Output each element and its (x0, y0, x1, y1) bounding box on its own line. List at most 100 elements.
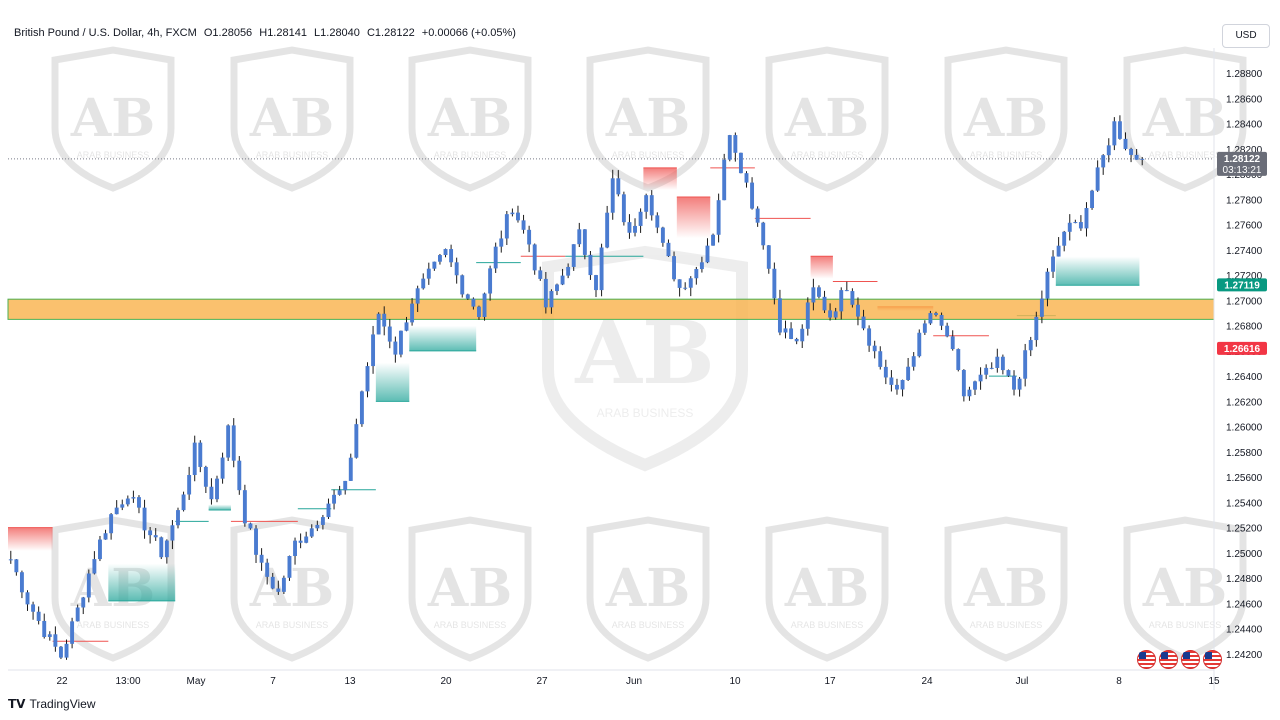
watermark-name: ARAB BUSINESS (77, 150, 150, 160)
candle-body (716, 200, 721, 235)
candle-body (599, 247, 604, 291)
watermark-name: ARAB BUSINESS (597, 406, 694, 420)
candle-body (811, 287, 816, 303)
symbol-title[interactable]: British Pound / U.S. Dollar, 4h, FXCM (14, 27, 197, 39)
candle-body (1051, 256, 1055, 272)
currency-selector-button[interactable]: USD (1222, 24, 1270, 48)
candle-body (911, 356, 916, 367)
candle-body (984, 367, 989, 375)
candle-body (376, 313, 381, 335)
event-markers[interactable] (1137, 650, 1222, 669)
resistance-zone (643, 167, 677, 191)
candle-body (1123, 138, 1128, 149)
candle-body (1023, 350, 1028, 379)
us-flag-icon[interactable] (1159, 650, 1178, 669)
candle-body (398, 330, 403, 355)
support-zone (208, 504, 231, 510)
candle-body (47, 634, 52, 637)
candle-body (203, 466, 208, 487)
candle-body (744, 173, 749, 183)
us-flag-icon[interactable] (1181, 650, 1200, 669)
support-price-label-bg (1217, 278, 1267, 292)
x-tick-label: Jun (626, 676, 642, 687)
candle-body (789, 328, 794, 339)
y-tick-label: 1.25000 (1226, 549, 1263, 560)
watermark-initials: AB (963, 88, 1048, 149)
y-tick-label: 1.27000 (1226, 296, 1263, 307)
watermark-shield-icon (408, 516, 532, 662)
watermark-shield-icon (230, 516, 354, 662)
candle-body (738, 152, 743, 174)
us-flag-icon[interactable] (1137, 650, 1156, 669)
x-tick-label: 7 (270, 676, 276, 687)
candle-body (449, 249, 454, 263)
candle-body (633, 225, 637, 233)
candle-body (594, 275, 598, 291)
candle-body (961, 369, 966, 397)
y-tick-label: 1.28400 (1226, 120, 1263, 131)
candle-body (828, 310, 833, 318)
candle-body (939, 314, 944, 326)
y-tick-label: 1.27800 (1226, 195, 1263, 206)
candle-body (304, 536, 309, 543)
watermark-initials: AB (605, 558, 690, 619)
close-value: C1.28122 (366, 27, 415, 39)
candle-body (688, 278, 693, 288)
candle-body (538, 270, 543, 279)
us-flag-icon[interactable] (1203, 650, 1222, 669)
candle-body (42, 620, 47, 637)
x-tick-label: 13:00 (115, 676, 140, 687)
candle-body (1117, 121, 1122, 139)
price-axis[interactable]: 1.288001.286001.284001.282001.280001.278… (1226, 69, 1263, 661)
candle-body (36, 611, 41, 621)
watermark-name: ARAB BUSINESS (612, 150, 685, 160)
candle-body (978, 374, 983, 382)
candle-body (81, 597, 86, 608)
tradingview-logo-text: TradingView (29, 697, 96, 711)
candle-body (242, 490, 247, 524)
watermark-shield-icon (765, 46, 889, 192)
candle-body (482, 293, 487, 318)
candle-body (8, 559, 13, 561)
candle-body (555, 284, 559, 292)
candle-body (861, 316, 866, 329)
candle-body (192, 442, 197, 475)
candle-body (532, 244, 537, 271)
candle-body (761, 222, 766, 246)
candle-body (371, 334, 376, 367)
candle-body (488, 268, 493, 294)
time-axis[interactable]: 22 13:00 May 7 13 20 27 Jun 10 17 24 Jul 8 15 (56, 676, 1220, 687)
candle-body (443, 249, 448, 256)
candle-body (114, 507, 119, 515)
resistance-zone (810, 256, 833, 279)
candle-body (359, 391, 364, 425)
candle-body (64, 643, 69, 658)
y-tick-label: 1.26400 (1226, 372, 1263, 383)
candle-body (1140, 158, 1145, 160)
watermark-name: ARAB BUSINESS (791, 620, 864, 630)
candle-body (928, 313, 933, 324)
candle-body (159, 537, 164, 558)
watermark-shield-icon (944, 46, 1068, 192)
y-tick-label: 1.27600 (1226, 221, 1263, 232)
watermark-name: ARAB BUSINESS (791, 150, 864, 160)
open-value: O1.28056 (203, 27, 253, 39)
candle-body (437, 255, 442, 262)
candle-body (783, 328, 788, 333)
x-tick-label: 17 (824, 676, 836, 687)
watermark-name: ARAB BUSINESS (434, 150, 507, 160)
resistance-price-label-bg (1217, 341, 1267, 355)
candle-body (1056, 245, 1061, 257)
candle-body (867, 328, 872, 346)
candle-body (254, 528, 258, 555)
y-tick-label: 1.25800 (1226, 448, 1263, 459)
candle-body (404, 322, 409, 331)
candle-body (560, 275, 565, 285)
candle-body (995, 356, 1000, 368)
candle-body (415, 288, 420, 304)
candle-body (750, 182, 755, 209)
tradingview-logo[interactable]: 𝗧𝗩 TradingView (8, 697, 96, 711)
